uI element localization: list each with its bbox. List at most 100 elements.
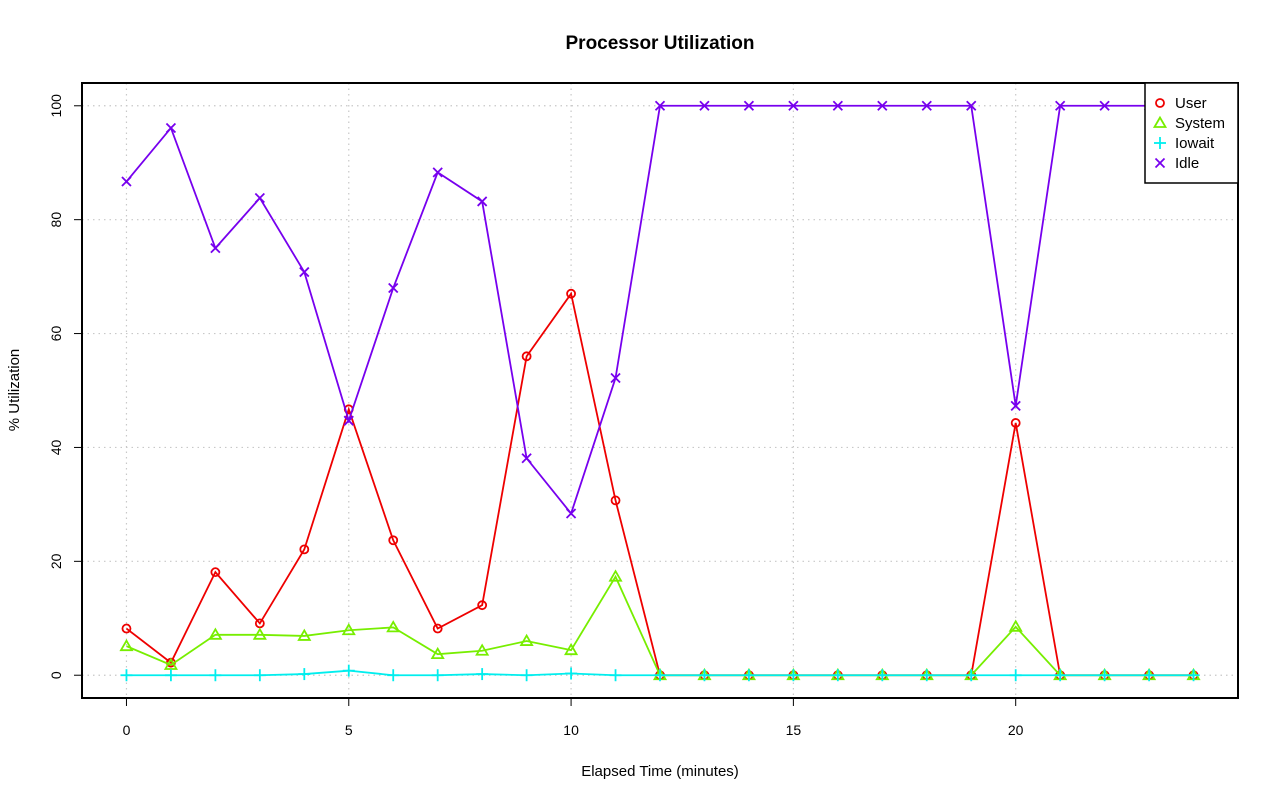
data-point-idle bbox=[610, 372, 621, 384]
data-point-system bbox=[519, 633, 534, 646]
data-point-user bbox=[432, 623, 443, 634]
data-point-user bbox=[521, 351, 532, 362]
data-point-idle bbox=[388, 282, 399, 294]
data-point-system bbox=[208, 627, 223, 640]
data-point-iowait bbox=[387, 669, 400, 682]
data-point-user bbox=[1010, 418, 1021, 428]
y-tick-label: 100 bbox=[48, 94, 64, 118]
data-point-idle bbox=[477, 196, 488, 207]
series-line-user bbox=[125, 291, 1194, 677]
legend-label-idle: Idle bbox=[1175, 155, 1199, 172]
data-point-system bbox=[1008, 619, 1023, 632]
data-point-idle bbox=[1099, 100, 1110, 111]
legend-marker-system bbox=[1152, 115, 1168, 128]
data-point-iowait bbox=[1098, 669, 1111, 682]
data-point-iowait bbox=[1143, 669, 1156, 682]
x-tick-label: 10 bbox=[563, 722, 579, 738]
y-axis-label: % Utilization bbox=[6, 349, 23, 432]
data-point-iowait bbox=[520, 669, 533, 682]
data-point-idle bbox=[832, 100, 843, 111]
grid-lines bbox=[82, 83, 1238, 698]
data-point-iowait bbox=[831, 669, 844, 682]
y-tick-label: 60 bbox=[48, 326, 64, 342]
legend-item-system: System bbox=[1152, 115, 1225, 132]
data-point-idle bbox=[254, 192, 265, 204]
data-point-system bbox=[252, 627, 267, 640]
legend-marker-idle bbox=[1154, 157, 1166, 169]
x-tick-label: 15 bbox=[786, 722, 802, 738]
data-point-idle bbox=[343, 415, 354, 426]
data-point-user bbox=[210, 567, 221, 578]
x-axis-label: Elapsed Time (minutes) bbox=[581, 763, 739, 780]
data-point-system bbox=[564, 642, 579, 656]
data-point-idle bbox=[210, 243, 221, 254]
legend-marker-user bbox=[1155, 98, 1165, 108]
data-point-iowait bbox=[920, 669, 933, 682]
data-point-idle bbox=[788, 100, 799, 111]
legend-marker-iowait bbox=[1154, 137, 1166, 149]
data-point-iowait bbox=[342, 664, 355, 677]
data-point-idle bbox=[1010, 400, 1021, 412]
plot-frame bbox=[81, 82, 1239, 699]
data-point-idle bbox=[921, 100, 932, 111]
legend-label-iowait: Iowait bbox=[1175, 135, 1215, 152]
chart-title: Processor Utilization bbox=[566, 33, 755, 54]
data-point-idle bbox=[654, 100, 666, 111]
data-point-system bbox=[163, 657, 178, 670]
data-point-user bbox=[610, 495, 621, 506]
data-point-idle bbox=[521, 453, 532, 464]
data-point-iowait bbox=[787, 669, 800, 682]
data-point-iowait bbox=[120, 669, 133, 682]
data-point-iowait bbox=[742, 669, 755, 682]
series-user bbox=[121, 288, 1199, 681]
legend-item-iowait: Iowait bbox=[1154, 135, 1215, 152]
series-line-system bbox=[126, 574, 1194, 677]
series-system bbox=[119, 569, 1201, 681]
data-point-idle bbox=[121, 176, 132, 187]
data-point-idle bbox=[165, 122, 177, 134]
y-tick-label: 20 bbox=[48, 553, 64, 569]
data-point-iowait bbox=[253, 669, 266, 682]
data-point-idle bbox=[432, 167, 443, 178]
legend-label-user: User bbox=[1175, 95, 1207, 112]
x-axis: 0 5 10 15 20 bbox=[123, 698, 1024, 738]
data-point-system bbox=[386, 620, 401, 633]
data-point-iowait bbox=[1054, 669, 1067, 682]
data-point-idle bbox=[966, 100, 977, 111]
data-point-idle bbox=[743, 100, 755, 111]
data-point-iowait bbox=[565, 667, 578, 680]
series-line-idle bbox=[125, 104, 1194, 516]
data-point-iowait bbox=[209, 669, 222, 682]
data-point-iowait bbox=[698, 669, 711, 682]
legend-label-system: System bbox=[1175, 115, 1225, 132]
legend-item-idle: Idle bbox=[1154, 155, 1199, 172]
data-point-iowait bbox=[431, 669, 444, 682]
data-point-iowait bbox=[609, 669, 622, 682]
series-layer bbox=[119, 100, 1201, 682]
data-point-iowait bbox=[1009, 669, 1022, 682]
legend-item-user: User bbox=[1155, 95, 1207, 112]
data-point-idle bbox=[699, 100, 710, 111]
data-point-idle bbox=[877, 100, 888, 111]
data-point-system bbox=[608, 569, 623, 582]
data-point-iowait bbox=[164, 669, 177, 682]
data-point-iowait bbox=[476, 668, 489, 681]
data-point-iowait bbox=[965, 669, 978, 682]
data-point-system bbox=[475, 643, 490, 656]
legend: User System Iowait Idle bbox=[1144, 82, 1239, 184]
data-point-iowait bbox=[298, 668, 311, 681]
data-point-user bbox=[566, 288, 576, 299]
data-point-iowait bbox=[876, 669, 889, 682]
data-point-user bbox=[477, 600, 488, 611]
data-point-user bbox=[388, 535, 399, 546]
data-point-system bbox=[430, 646, 445, 660]
data-point-user bbox=[254, 618, 265, 629]
series-idle bbox=[121, 100, 1199, 519]
y-tick-label: 40 bbox=[48, 439, 64, 455]
x-tick-label: 0 bbox=[123, 722, 131, 738]
data-point-iowait bbox=[654, 669, 666, 682]
x-tick-label: 20 bbox=[1008, 722, 1024, 738]
data-point-system bbox=[297, 628, 312, 641]
data-point-user bbox=[299, 544, 310, 555]
